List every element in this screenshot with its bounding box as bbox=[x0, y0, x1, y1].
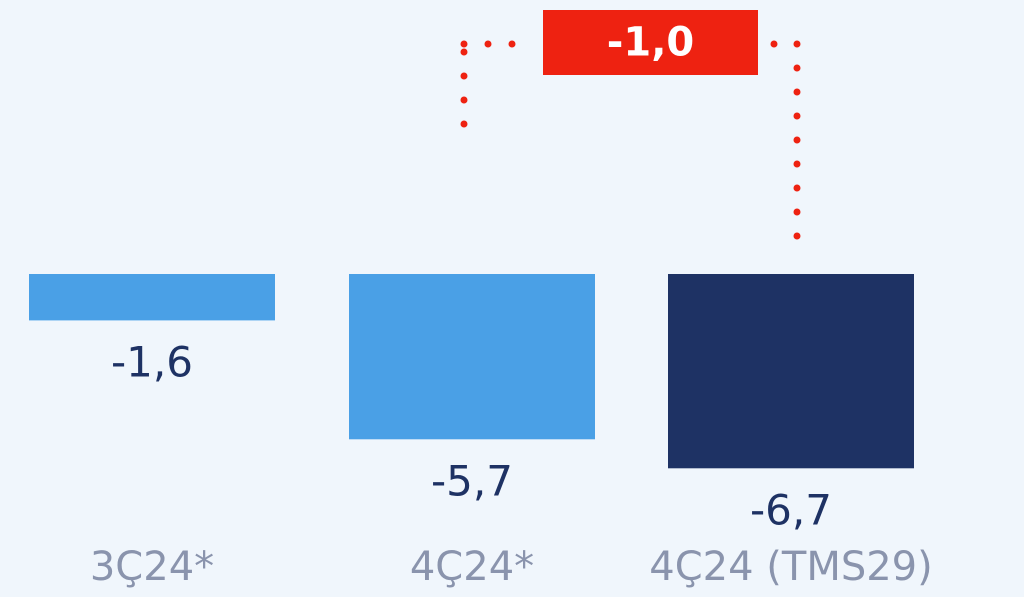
category-label-2: 4Ç24* bbox=[410, 544, 534, 590]
category-label-1: 3Ç24* bbox=[90, 544, 214, 590]
value-labels-layer: -1,6 -5,7 -6,7 bbox=[111, 337, 832, 534]
difference-annotation: -1,0 bbox=[460, 10, 801, 244]
category-label-3: 4Ç24 (TMS29) bbox=[649, 544, 932, 590]
difference-badge bbox=[543, 10, 758, 75]
bar-3 bbox=[668, 274, 914, 469]
bar-value-label-1: -1,6 bbox=[111, 337, 193, 386]
bar-2 bbox=[349, 274, 595, 440]
bar-1 bbox=[29, 274, 275, 321]
bar-value-label-3: -6,7 bbox=[750, 485, 832, 534]
bar-value-label-2: -5,7 bbox=[431, 456, 513, 505]
category-labels-layer: 3Ç24* 4Ç24* 4Ç24 (TMS29) bbox=[90, 544, 933, 590]
difference-value: -1,0 bbox=[607, 20, 694, 66]
bars-layer bbox=[29, 274, 914, 469]
